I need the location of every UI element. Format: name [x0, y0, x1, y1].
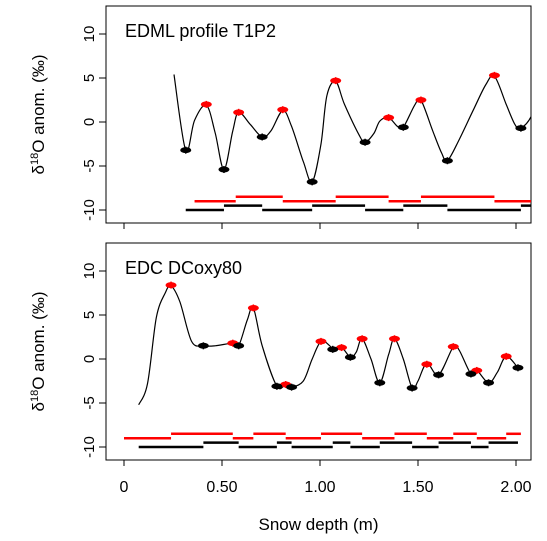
- minimum-point: [327, 345, 339, 353]
- y-axis-label-rest: O anom. (‰): [29, 292, 48, 390]
- x-tick-label: 1.50: [402, 479, 433, 496]
- y-tick-label: 5: [81, 74, 98, 82]
- plot-area: [173, 71, 531, 212]
- maximum-point: [388, 335, 400, 343]
- maximum-point: [447, 343, 459, 351]
- profile-line: [138, 285, 519, 406]
- maximum-point: [421, 360, 433, 368]
- maximum-point: [356, 335, 368, 343]
- y-tick-label: -10: [81, 436, 98, 458]
- maximum-point: [415, 96, 427, 104]
- minimum-point: [483, 379, 495, 387]
- panel-edml: -10 -5 0 5 10 δ18O anom. (‰) EDML profile T1P2: [29, 5, 532, 229]
- maximum-point: [277, 106, 289, 114]
- minimum-point: [374, 379, 386, 387]
- maximum-point: [330, 77, 342, 85]
- minimum-point: [197, 342, 209, 350]
- maximum-point: [165, 281, 177, 289]
- y-tick-label: -5: [81, 396, 98, 409]
- minimum-point: [233, 342, 245, 350]
- minimum-point: [286, 383, 298, 391]
- x-tick-label: 2.00: [500, 479, 531, 496]
- minimum-point: [433, 371, 445, 379]
- y-axis-label: δ18O anom. (‰): [29, 55, 48, 175]
- minimum-point: [465, 370, 477, 378]
- minimum-point: [256, 133, 268, 141]
- y-tick-label: 10: [81, 263, 98, 280]
- minimum-point: [406, 384, 418, 392]
- maximum-point: [488, 71, 500, 79]
- y-tick-label: 0: [81, 118, 98, 126]
- maximum-point: [336, 344, 348, 352]
- minimum-point: [397, 123, 409, 131]
- y-axis-label-sup: 18: [29, 390, 41, 402]
- maximum-point: [200, 100, 212, 108]
- maximum-point: [233, 108, 245, 116]
- minimum-point: [271, 382, 283, 390]
- minimum-point: [218, 166, 230, 174]
- y-axis-label-prefix: δ: [29, 402, 48, 411]
- minimum-point: [180, 146, 192, 154]
- minimum-point: [441, 157, 453, 165]
- y-tick-label: -10: [81, 199, 98, 221]
- profile-line: [173, 74, 531, 183]
- panel-edc: -10 -5 0 5 10 δ18O anom. (‰) 0 0.50 1.00 1.50 2.00…: [29, 242, 532, 534]
- plot-frame: [105, 242, 532, 461]
- minimum-point: [512, 364, 524, 372]
- y-tick-label: 0: [81, 355, 98, 363]
- minimum-point: [306, 178, 318, 186]
- y-axis-label: δ18O anom. (‰): [29, 292, 48, 412]
- minimum-point: [359, 138, 371, 146]
- maximum-point: [315, 337, 327, 345]
- y-axis-label-sup: 18: [29, 153, 41, 165]
- x-tick-label: 0: [120, 479, 129, 496]
- y-axis-label-rest: O anom. (‰): [29, 55, 48, 153]
- y-tick-label: 10: [81, 26, 98, 43]
- maximum-point: [383, 114, 395, 122]
- x-tick-label: 0.50: [206, 479, 237, 496]
- chart-title: EDC DCoxy80: [125, 258, 242, 278]
- plot-area: [124, 281, 524, 449]
- minimum-point: [515, 124, 527, 132]
- maximum-point: [500, 352, 512, 360]
- chart-title: EDML profile T1P2: [125, 21, 276, 41]
- y-tick-label: -5: [81, 159, 98, 172]
- minimum-point: [344, 353, 356, 361]
- x-axis-label: Snow depth (m): [259, 515, 379, 534]
- plot-frame: [105, 5, 532, 224]
- x-tick-label: 1.00: [304, 479, 335, 496]
- maximum-point: [247, 304, 259, 312]
- y-tick-label: 5: [81, 311, 98, 319]
- y-axis-label-prefix: δ: [29, 165, 48, 174]
